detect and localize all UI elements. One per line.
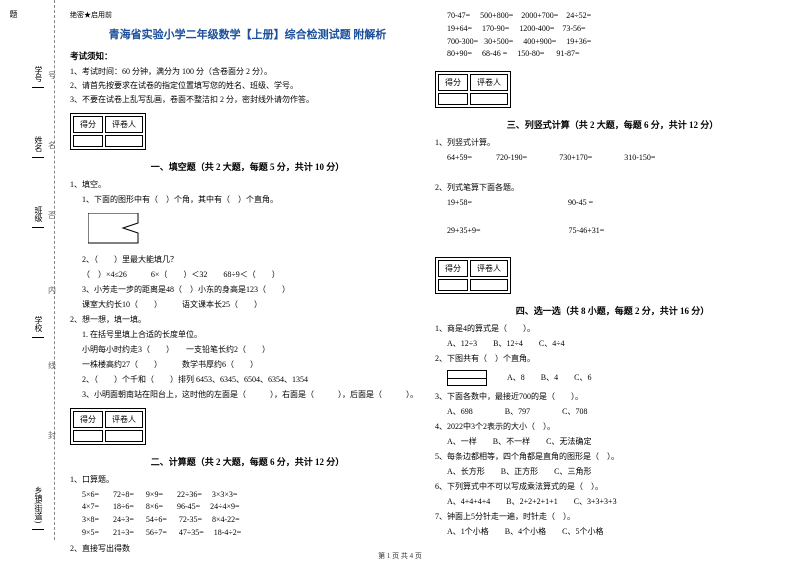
q1-3a: 课室大约长10（ ） 语文课本长25（ ）	[70, 299, 425, 311]
choice-q3: 3、下面各数中，最接近700的是（ ）。	[435, 391, 790, 403]
vert-h2: 2、列式笔算下面各题。	[435, 182, 790, 194]
q2-1: 1. 在括号里填上合适的长度单位。	[70, 329, 425, 341]
binding-column: 题 学号 号 姓名 名 班级 否 内 学校 线 封 乡镇(街道)	[0, 0, 55, 540]
score-box-2: 得分评卷人	[70, 408, 146, 445]
q1-1: 1、下面的图形中有（ ）个角，其中有（ ）个直角。	[70, 194, 425, 206]
choice-q7o: A、1个小格 B、4个小格 C、5个小格	[435, 526, 790, 538]
field-studentid: 学号	[32, 60, 44, 88]
q1-2: 2、（ ）里最大能填几？	[70, 254, 425, 266]
q2-head: 2、想一想，填一填。	[70, 314, 425, 326]
bind-marker: 否	[48, 210, 56, 221]
bind-marker: 题	[8, 10, 19, 18]
bind-marker: 线	[48, 360, 56, 371]
exam-title: 青海省实验小学二年级数学【上册】综合检测试题 附解析	[70, 26, 425, 42]
calc2-r1: 70-47= 500+800= 2000+700= 24÷52=	[435, 10, 790, 23]
calc-head: 1、口算题。	[70, 474, 425, 486]
grader-label: 评卷人	[105, 411, 143, 428]
q2-3: 3、小明面朝南站在阳台上，这时他的左面是（ ），右面是（ ），后面是（ ）。	[70, 389, 425, 401]
calc-r3: 3×8= 24÷3= 54÷6= 72-35= 8×4-22=	[70, 514, 425, 527]
flag-shape	[88, 213, 140, 247]
choice-q3o: A、698 B、797 C、708	[435, 406, 790, 418]
choice-q6: 6、下列算式中不可以写成乘法算式的是（ ）。	[435, 481, 790, 493]
notice-1: 1、考试时间：60 分钟，满分为 100 分（含卷面分 2 分）。	[70, 66, 425, 77]
grader-label: 评卷人	[470, 74, 508, 91]
page-footer: 第 1 页 共 4 页	[0, 551, 800, 561]
score-label: 得分	[438, 260, 468, 277]
section-2-title: 二、计算题（共 2 大题，每题 6 分，共计 12 分）	[70, 455, 425, 468]
bind-marker: 封	[48, 430, 56, 441]
field-name: 姓名	[32, 130, 44, 158]
flag-polygon	[88, 213, 138, 243]
calc2-r4: 80+90= 68-46 = 150-80= 91-87=	[435, 48, 790, 61]
calc2-r3: 700-300= 30+500= 400+900= 19+36=	[435, 36, 790, 49]
score-box-4: 得分评卷人	[435, 257, 511, 294]
calc-r2: 4×7= 18÷6= 8×6= 96-45= 24÷4×9=	[70, 501, 425, 514]
q1-2a: （ ）×4≤26 6×（ ）＜32 68÷9＜（ ）	[70, 269, 425, 281]
choice-q1: 1、商是4的算式是（ ）。	[435, 323, 790, 335]
q1-3: 3、小芳走一步的距离是48（ ）小东的身高是123（ ）	[70, 284, 425, 296]
section-4-title: 四、选一选（共 8 小题，每题 2 分，共计 16 分）	[435, 304, 790, 317]
score-label: 得分	[73, 411, 103, 428]
choice-q5: 5、每条边都相等，四个角都是直角的图形是（ ）。	[435, 451, 790, 463]
score-label: 得分	[73, 116, 103, 133]
page-left-column: 绝密★启用前 青海省实验小学二年级数学【上册】综合检测试题 附解析 考试须知： …	[70, 10, 425, 535]
q2-1a: 小明每小时约走3（ ） 一支铅笔长约2（ ）	[70, 344, 425, 356]
notice-heading: 考试须知：	[70, 50, 425, 62]
field-school: 学校	[32, 310, 44, 338]
choice-q5o: A、长方形 B、正方形 C、三角形	[435, 466, 790, 478]
field-town: 乡镇(街道)	[32, 480, 44, 530]
choice-q4o: A、一样 B、不一样 C、无法确定	[435, 436, 790, 448]
field-class: 班级	[32, 200, 44, 228]
choice-q1o: A、12÷3 B、12÷4 C、4÷4	[435, 338, 790, 350]
section-1-title: 一、填空题（共 2 大题，每题 5 分，共计 10 分）	[70, 160, 425, 173]
vert-r1: 64+59= 720-190= 730+170= 310-150=	[435, 152, 790, 164]
notice-3: 3、不要在试卷上乱写乱画，卷面不整洁扣 2 分，密封线外请勿作答。	[70, 94, 425, 105]
vert-h1: 1、列竖式计算。	[435, 137, 790, 149]
vert-r2b: 29+35+9= 75-46+31=	[435, 225, 790, 237]
q2-1b: 一株楼高约27（ ） 数学书厚约6（ ）	[70, 359, 425, 371]
choice-q2: 2、下图共有（ ）个直角。	[435, 353, 790, 365]
q2-2: 2、（ ）个千和（ ）排列 6453、6345、6504、6354、1354	[70, 374, 425, 386]
section-3-title: 三、列竖式计算（共 2 大题，每题 6 分，共计 12 分）	[435, 118, 790, 131]
page-right-column: 70-47= 500+800= 2000+700= 24÷52= 19+64= …	[435, 10, 790, 535]
choice-q4: 4、2022中3个2表示的大小（ ）。	[435, 421, 790, 433]
q1-head: 1、填空。	[70, 179, 425, 191]
secret-label: 绝密★启用前	[70, 10, 425, 20]
notice-2: 2、请首先按要求在试卷的指定位置填写您的姓名、班级、学号。	[70, 80, 425, 91]
vert-r2a: 19+58= 90-45 =	[435, 197, 790, 209]
choice-q2o: A、8 B、4 C、6	[507, 372, 591, 384]
bind-marker: 内	[48, 285, 56, 296]
calc-r4: 9×5= 21÷3= 56÷7= 47÷35= 18-4÷2=	[70, 527, 425, 540]
grader-label: 评卷人	[105, 116, 143, 133]
calc-r1: 5×6= 72÷8= 9×9= 22÷36= 3×3×3=	[70, 489, 425, 502]
bind-marker: 名	[48, 140, 56, 151]
choice-q7: 7、钟面上5分针走一遍，时针走（ ）。	[435, 511, 790, 523]
score-box-3: 得分评卷人	[435, 71, 511, 108]
rect-shape	[447, 370, 487, 386]
score-label: 得分	[438, 74, 468, 91]
grader-label: 评卷人	[470, 260, 508, 277]
bind-marker: 号	[48, 70, 56, 81]
choice-q6o: A、4+4+4+4 B、2+2+2+1+1 C、3+3+3+3	[435, 496, 790, 508]
score-box: 得分评卷人	[70, 113, 146, 150]
calc2-r2: 19+64= 170-90= 1200-400= 73-56=	[435, 23, 790, 36]
